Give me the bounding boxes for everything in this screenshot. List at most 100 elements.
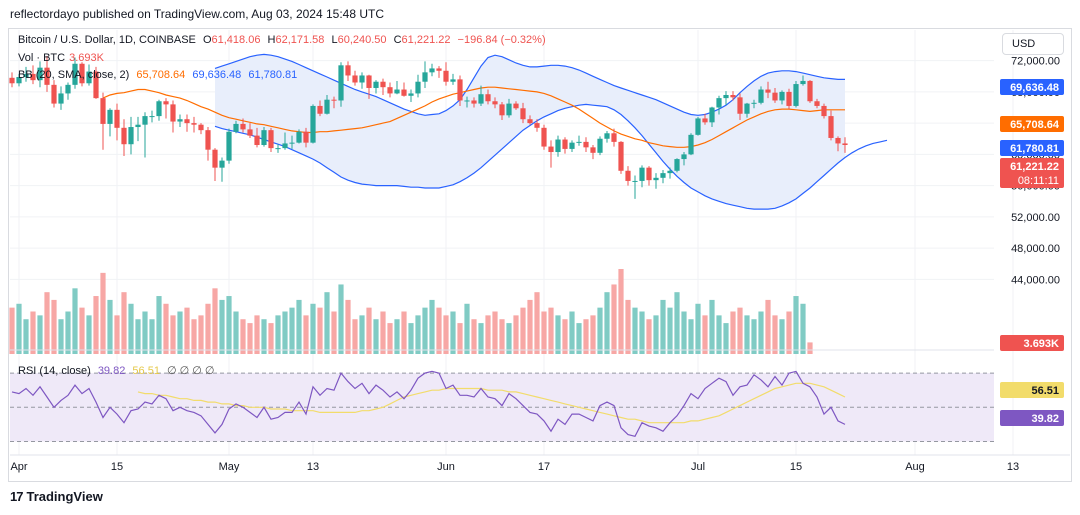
volume-bar xyxy=(562,319,568,354)
volume-bar xyxy=(765,299,771,354)
volume-bar xyxy=(359,315,365,354)
candle-body xyxy=(303,131,309,143)
candle-body xyxy=(30,73,36,81)
candle-body xyxy=(464,100,470,102)
volume-bar xyxy=(716,315,722,354)
chart-frame[interactable] xyxy=(8,28,1072,482)
volume-bar xyxy=(436,307,442,354)
symbol-title: Bitcoin / U.S. Dollar, 1D, COINBASE xyxy=(18,34,196,46)
candle-body xyxy=(513,103,519,109)
change-value: −196.84 (−0.32%) xyxy=(457,34,546,46)
volume-bar xyxy=(464,303,470,354)
volume-bar xyxy=(58,319,64,354)
volume-bar xyxy=(317,307,323,354)
candle-body xyxy=(835,137,841,144)
candle-body xyxy=(65,84,71,94)
high-label: H xyxy=(267,34,276,46)
volume-bar xyxy=(352,319,358,354)
volume-bar xyxy=(380,311,386,354)
candle-body xyxy=(415,81,421,94)
volume-bar xyxy=(730,311,736,354)
candle-body xyxy=(520,108,526,120)
volume-bar xyxy=(492,311,498,354)
price-label-countdown: 08:11:11 xyxy=(1018,175,1059,187)
price-tick-label: 44,000.00 xyxy=(1011,274,1060,286)
bb-lower-line xyxy=(214,103,888,210)
volume-legend[interactable]: Vol · BTC 3.693K xyxy=(18,52,108,64)
candle-body xyxy=(548,146,554,153)
candle-body xyxy=(212,149,218,168)
volume-bar xyxy=(513,315,519,354)
volume-bar xyxy=(219,299,225,354)
candle-body xyxy=(261,130,267,145)
bb-lower-value: 61,780.81 xyxy=(248,69,298,81)
volume-bar xyxy=(254,315,260,354)
volume-bar xyxy=(583,319,589,354)
candle-body xyxy=(387,87,393,94)
volume-bar xyxy=(625,299,631,354)
tradingview-brand[interactable]: 17 TradingView xyxy=(10,489,103,504)
volume-bar xyxy=(541,311,547,354)
volume-bar xyxy=(723,323,729,354)
volume-bar xyxy=(142,311,148,354)
bb-legend[interactable]: BB (20, SMA, close, 2) 65,708.64 69,636.… xyxy=(18,69,301,81)
candle-body xyxy=(16,77,22,84)
candle-body xyxy=(576,141,582,143)
candle-body xyxy=(527,119,533,124)
candle-body xyxy=(471,100,477,104)
candle-body xyxy=(359,75,365,83)
low-value: 60,240.50 xyxy=(337,34,387,46)
tradingview-logo-icon: 17 xyxy=(10,489,24,504)
volume-bar xyxy=(674,292,680,354)
candle-body xyxy=(254,135,260,145)
volume-bar xyxy=(163,303,169,354)
volume-bar xyxy=(128,303,134,354)
volume-bar xyxy=(296,299,302,354)
volume-bar xyxy=(471,319,477,354)
volume-bar xyxy=(660,299,666,354)
price-label: 69,636.48 xyxy=(1010,82,1059,94)
currency-button[interactable]: USD xyxy=(1002,33,1064,55)
candle-body xyxy=(562,139,568,149)
volume-bar xyxy=(100,272,106,354)
candle-body xyxy=(604,133,610,139)
candle-body xyxy=(352,75,358,83)
bb-label: BB (20, SMA, close, 2) xyxy=(18,69,130,81)
volume-bar xyxy=(107,299,113,354)
candle-body xyxy=(177,119,183,122)
volume-bar xyxy=(191,319,197,354)
volume-bar xyxy=(86,315,92,354)
volume-bar xyxy=(800,303,806,354)
volume-bar xyxy=(709,299,715,354)
price-tick-label: 48,000.00 xyxy=(1011,243,1060,255)
volume-bar xyxy=(457,323,463,354)
volume-bar xyxy=(303,315,309,354)
volume-bar xyxy=(79,307,85,354)
rsi-value: 39.82 xyxy=(97,365,126,377)
candle-body xyxy=(499,104,505,116)
volume-value: 3.693K xyxy=(69,52,104,64)
volume-bar xyxy=(394,319,400,354)
volume-bar xyxy=(485,315,491,354)
candle-body xyxy=(107,109,113,124)
candle-body xyxy=(296,131,302,143)
candle-body xyxy=(786,91,792,106)
candle-body xyxy=(219,160,225,168)
volume-bar xyxy=(23,319,29,354)
candle-body xyxy=(240,123,246,130)
volume-bar xyxy=(9,307,15,354)
candle-body xyxy=(310,105,316,143)
volume-label: Vol · BTC xyxy=(18,52,66,64)
close-value: 61,221.22 xyxy=(401,34,451,46)
symbol-legend[interactable]: Bitcoin / U.S. Dollar, 1D, COINBASE O61,… xyxy=(18,34,550,46)
rsi-label: RSI (14, close) xyxy=(18,365,91,377)
candle-body xyxy=(23,73,29,78)
volume-bar xyxy=(772,315,778,354)
volume-bar xyxy=(373,319,379,354)
rsi-axis-label: 39.82 xyxy=(1031,413,1059,425)
rsi-legend[interactable]: RSI (14, close) 39.82 56.51 ∅ ∅ ∅ ∅ xyxy=(18,364,219,377)
volume-bar xyxy=(121,292,127,354)
bb-upper-value: 69,636.48 xyxy=(192,69,242,81)
time-tick-label: May xyxy=(219,461,240,473)
